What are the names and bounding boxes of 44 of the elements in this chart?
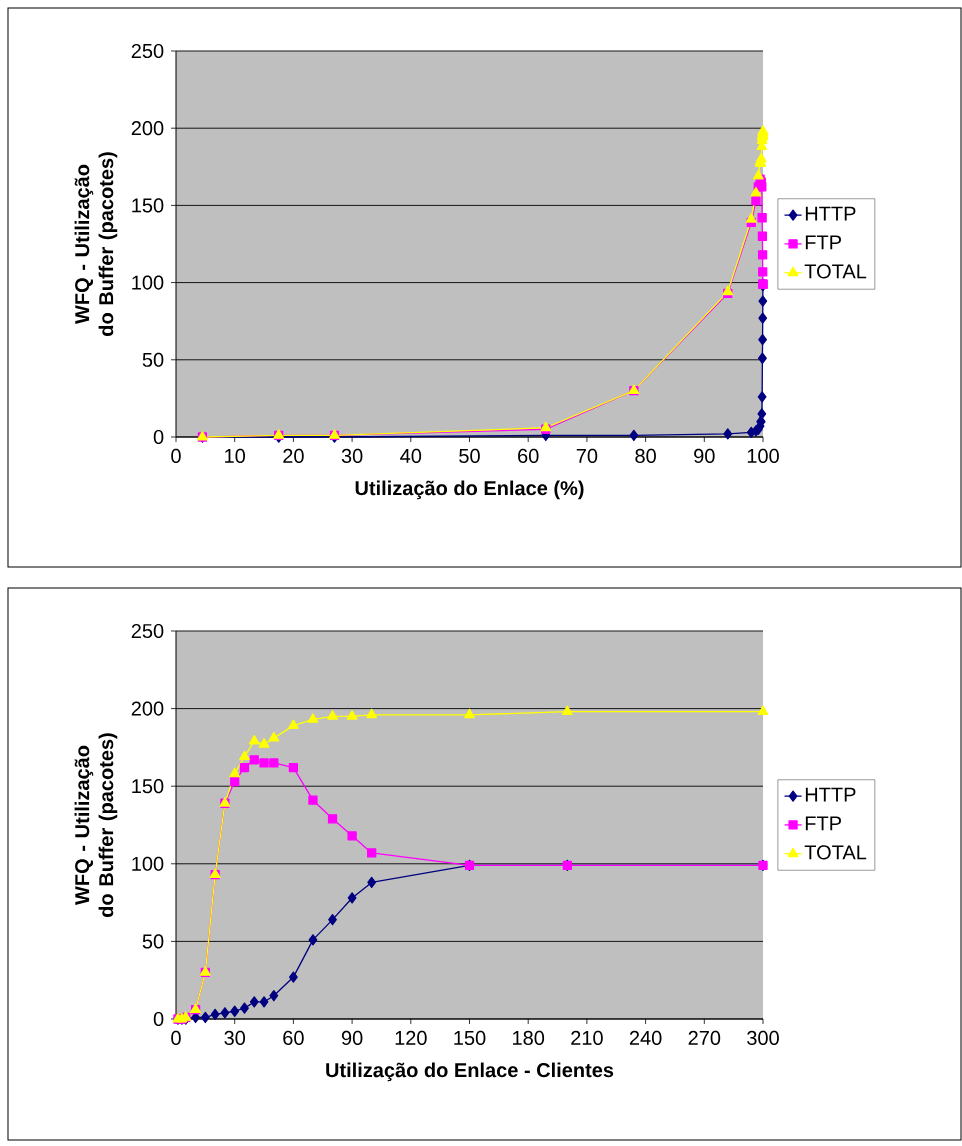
x-tick-label: 90	[341, 1030, 363, 1046]
legend-label: HTTP	[805, 206, 856, 221]
x-tick-label: 30	[341, 448, 363, 464]
y-axis-title: WFQ - Utilização do Buffer (pacotes)	[74, 733, 118, 917]
y-tick-label: 150	[132, 779, 164, 794]
x-tick-label: 0	[171, 448, 181, 464]
x-tick-label: 210	[571, 1030, 603, 1046]
x-tick-label: 90	[694, 448, 715, 464]
x-tick-label: 60	[283, 1030, 304, 1046]
x-tick-label: 10	[225, 448, 246, 464]
x-axis-title: Utilização do Enlace (%)	[355, 480, 584, 500]
x-tick-label: 20	[283, 448, 304, 464]
x-tick-label: 270	[688, 1030, 721, 1046]
x-tick-label: 240	[629, 1030, 662, 1046]
x-tick-label: 50	[459, 448, 480, 464]
x-tick-label: 30	[224, 1030, 246, 1046]
x-tick-label: 180	[513, 1030, 545, 1046]
y-tick-label: 150	[132, 198, 164, 213]
legend-label: FTP	[805, 235, 841, 250]
x-tick-label: 120	[395, 1030, 427, 1046]
y-tick-label: 200	[131, 121, 164, 136]
legend-label: HTTP	[805, 787, 856, 802]
x-axis-title: Utilização do Enlace - Clientes	[326, 1062, 614, 1082]
legend-label: TOTAL	[804, 845, 867, 860]
y-tick-label: 0	[153, 429, 164, 445]
y-tick-label: 50	[142, 352, 164, 367]
legend-label: TOTAL	[804, 264, 867, 279]
y-tick-label: 250	[131, 623, 164, 639]
x-tick-label: 300	[747, 1030, 779, 1046]
legend-label: FTP	[805, 816, 841, 831]
y-tick-label: 100	[132, 275, 164, 290]
y-tick-label: 0	[153, 1011, 164, 1027]
y-tick-label: 250	[131, 43, 164, 59]
x-tick-label: 0	[171, 1030, 181, 1046]
y-tick-label: 200	[131, 701, 164, 716]
x-tick-label: 80	[635, 448, 656, 464]
x-tick-label: 100	[747, 448, 779, 464]
y-tick-label: 50	[142, 934, 164, 949]
y-tick-label: 100	[132, 856, 164, 871]
y-axis-title: WFQ - Utilização do Buffer (pacotes)	[74, 152, 118, 336]
x-tick-label: 70	[576, 448, 598, 464]
x-tick-label: 60	[518, 448, 539, 464]
x-tick-label: 40	[400, 448, 422, 464]
x-tick-label: 150	[454, 1030, 486, 1046]
